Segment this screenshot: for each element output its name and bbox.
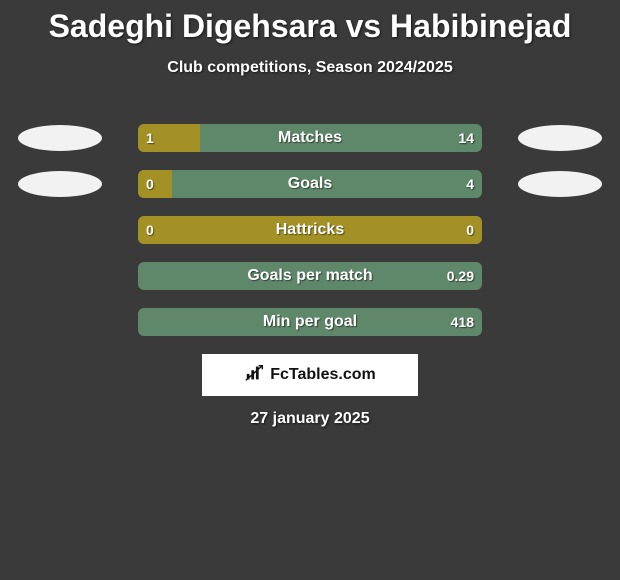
branding-text: FcTables.com: [270, 366, 376, 384]
page-title: Sadeghi Digehsara vs Habibinejad: [0, 0, 620, 45]
stat-right-value: 4: [466, 170, 474, 198]
comparison-infographic: Sadeghi Digehsara vs Habibinejad Club co…: [0, 0, 620, 580]
stat-bar: 0Goals4: [138, 170, 482, 198]
branding-badge: FcTables.com: [202, 354, 418, 396]
stats-chart: 1Matches140Goals40Hattricks0Goals per ma…: [0, 110, 620, 340]
stat-bar: Min per goal418: [138, 308, 482, 336]
stat-right-value: 418: [451, 308, 474, 336]
stat-label: Hattricks: [138, 216, 482, 244]
player-left-marker: [18, 125, 102, 151]
stat-row: 0Goals4: [0, 156, 620, 202]
stat-right-value: 0: [466, 216, 474, 244]
page-subtitle: Club competitions, Season 2024/2025: [0, 59, 620, 77]
stat-row: Min per goal418: [0, 294, 620, 340]
stat-label: Goals per match: [138, 262, 482, 290]
stat-row: 1Matches14: [0, 110, 620, 156]
stat-label: Goals: [138, 170, 482, 198]
stat-bar: 1Matches14: [138, 124, 482, 152]
stat-label: Min per goal: [138, 308, 482, 336]
player-right-marker: [518, 125, 602, 151]
stat-row: Goals per match0.29: [0, 248, 620, 294]
stat-label: Matches: [138, 124, 482, 152]
stat-row: 0Hattricks0: [0, 202, 620, 248]
stat-right-value: 0.29: [447, 262, 474, 290]
player-right-marker: [518, 171, 602, 197]
player-left-marker: [18, 171, 102, 197]
stat-bar: Goals per match0.29: [138, 262, 482, 290]
footer-date: 27 january 2025: [0, 410, 620, 428]
stat-right-value: 14: [458, 124, 474, 152]
bar-chart-icon: [244, 362, 266, 389]
stat-bar: 0Hattricks0: [138, 216, 482, 244]
